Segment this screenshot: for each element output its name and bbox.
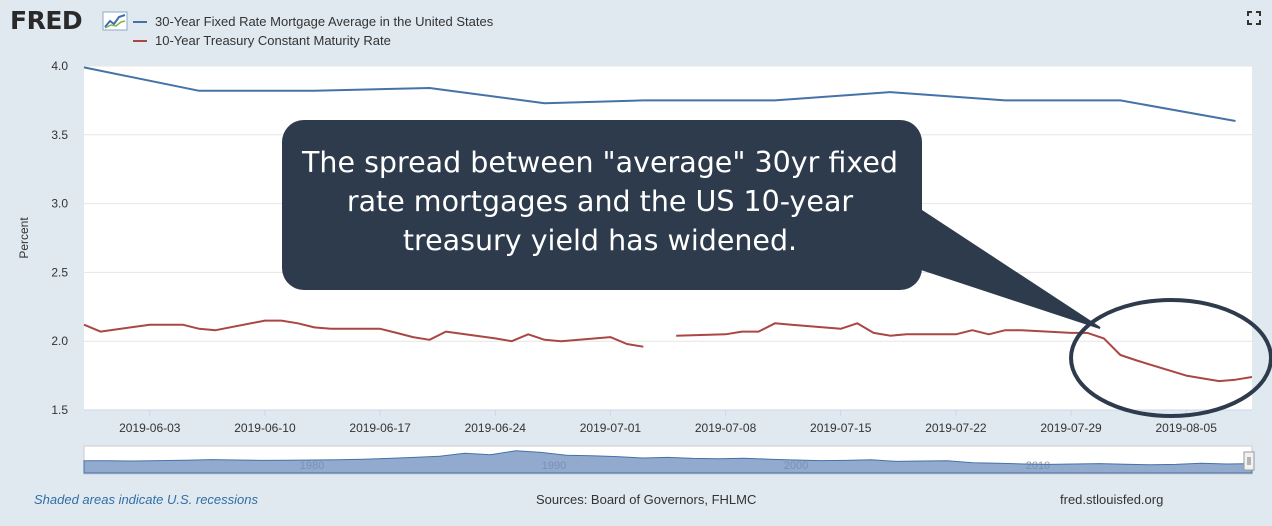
x-tick-label: 2019-07-01 <box>580 421 642 435</box>
highlight-circle <box>1069 298 1272 418</box>
y-tick-label: 2.5 <box>51 265 68 279</box>
fred-logo[interactable]: FRED <box>10 6 128 38</box>
legend: 30-Year Fixed Rate Mortgage Average in t… <box>133 12 493 50</box>
x-tick-label: 2019-07-29 <box>1040 421 1102 435</box>
y-tick-label: 1.5 <box>51 403 68 417</box>
sources-text: Sources: Board of Governors, FHLMC <box>536 492 757 507</box>
logo-text: FRED <box>10 6 83 35</box>
callout-text: The spread between "average" 30yr fixed … <box>302 146 898 257</box>
x-tick-label: 2019-07-15 <box>810 421 872 435</box>
navigator[interactable]: 1980199020002010 <box>83 445 1255 475</box>
recessions-note[interactable]: Shaded areas indicate U.S. recessions <box>34 492 259 507</box>
x-tick-label: 2019-06-24 <box>465 421 527 435</box>
series-lines <box>83 66 1253 383</box>
legend-item-treasury[interactable]: 10-Year Treasury Constant Maturity Rate <box>133 31 493 50</box>
y-tick-label: 3.5 <box>51 128 68 142</box>
y-axis-title: Percent <box>17 217 31 259</box>
legend-swatch-mortgage <box>133 20 147 23</box>
navigator-handle[interactable] <box>1243 451 1255 471</box>
series-line-mortgage <box>83 66 1236 122</box>
y-tick-label: 2.0 <box>51 334 68 348</box>
navigator-area <box>83 450 1253 474</box>
x-axis-labels: 2019-06-03 2019-06-10 2019-06-17 2019-06-24… <box>119 421 1217 435</box>
series-line-treasury <box>83 319 644 348</box>
legend-item-mortgage[interactable]: 30-Year Fixed Rate Mortgage Average in t… <box>133 12 493 31</box>
legend-label-treasury: 10-Year Treasury Constant Maturity Rate <box>155 33 391 48</box>
x-tick-label: 2019-07-22 <box>925 421 987 435</box>
callout-box <box>282 120 922 290</box>
series-line-treasury <box>676 322 1253 383</box>
x-tick-label: 2019-07-08 <box>695 421 757 435</box>
x-tick-label: 2019-08-05 <box>1156 421 1218 435</box>
legend-swatch-treasury <box>133 39 147 42</box>
y-tick-label: 4.0 <box>51 59 68 73</box>
x-tick-label: 2019-06-03 <box>119 421 181 435</box>
y-tick-label: 3.0 <box>51 197 68 211</box>
x-tick-label: 2019-06-10 <box>234 421 296 435</box>
x-tick-label: 2019-06-17 <box>349 421 411 435</box>
x-axis-ticks <box>84 409 1252 416</box>
site-link[interactable]: fred.stlouisfed.org <box>1060 492 1164 507</box>
legend-label-mortgage: 30-Year Fixed Rate Mortgage Average in t… <box>155 14 494 29</box>
fullscreen-icon[interactable] <box>1247 11 1261 25</box>
line-graph-icon <box>102 11 128 31</box>
y-axis-labels: 1.5 2.0 2.5 3.0 3.5 4.0 <box>51 59 68 417</box>
